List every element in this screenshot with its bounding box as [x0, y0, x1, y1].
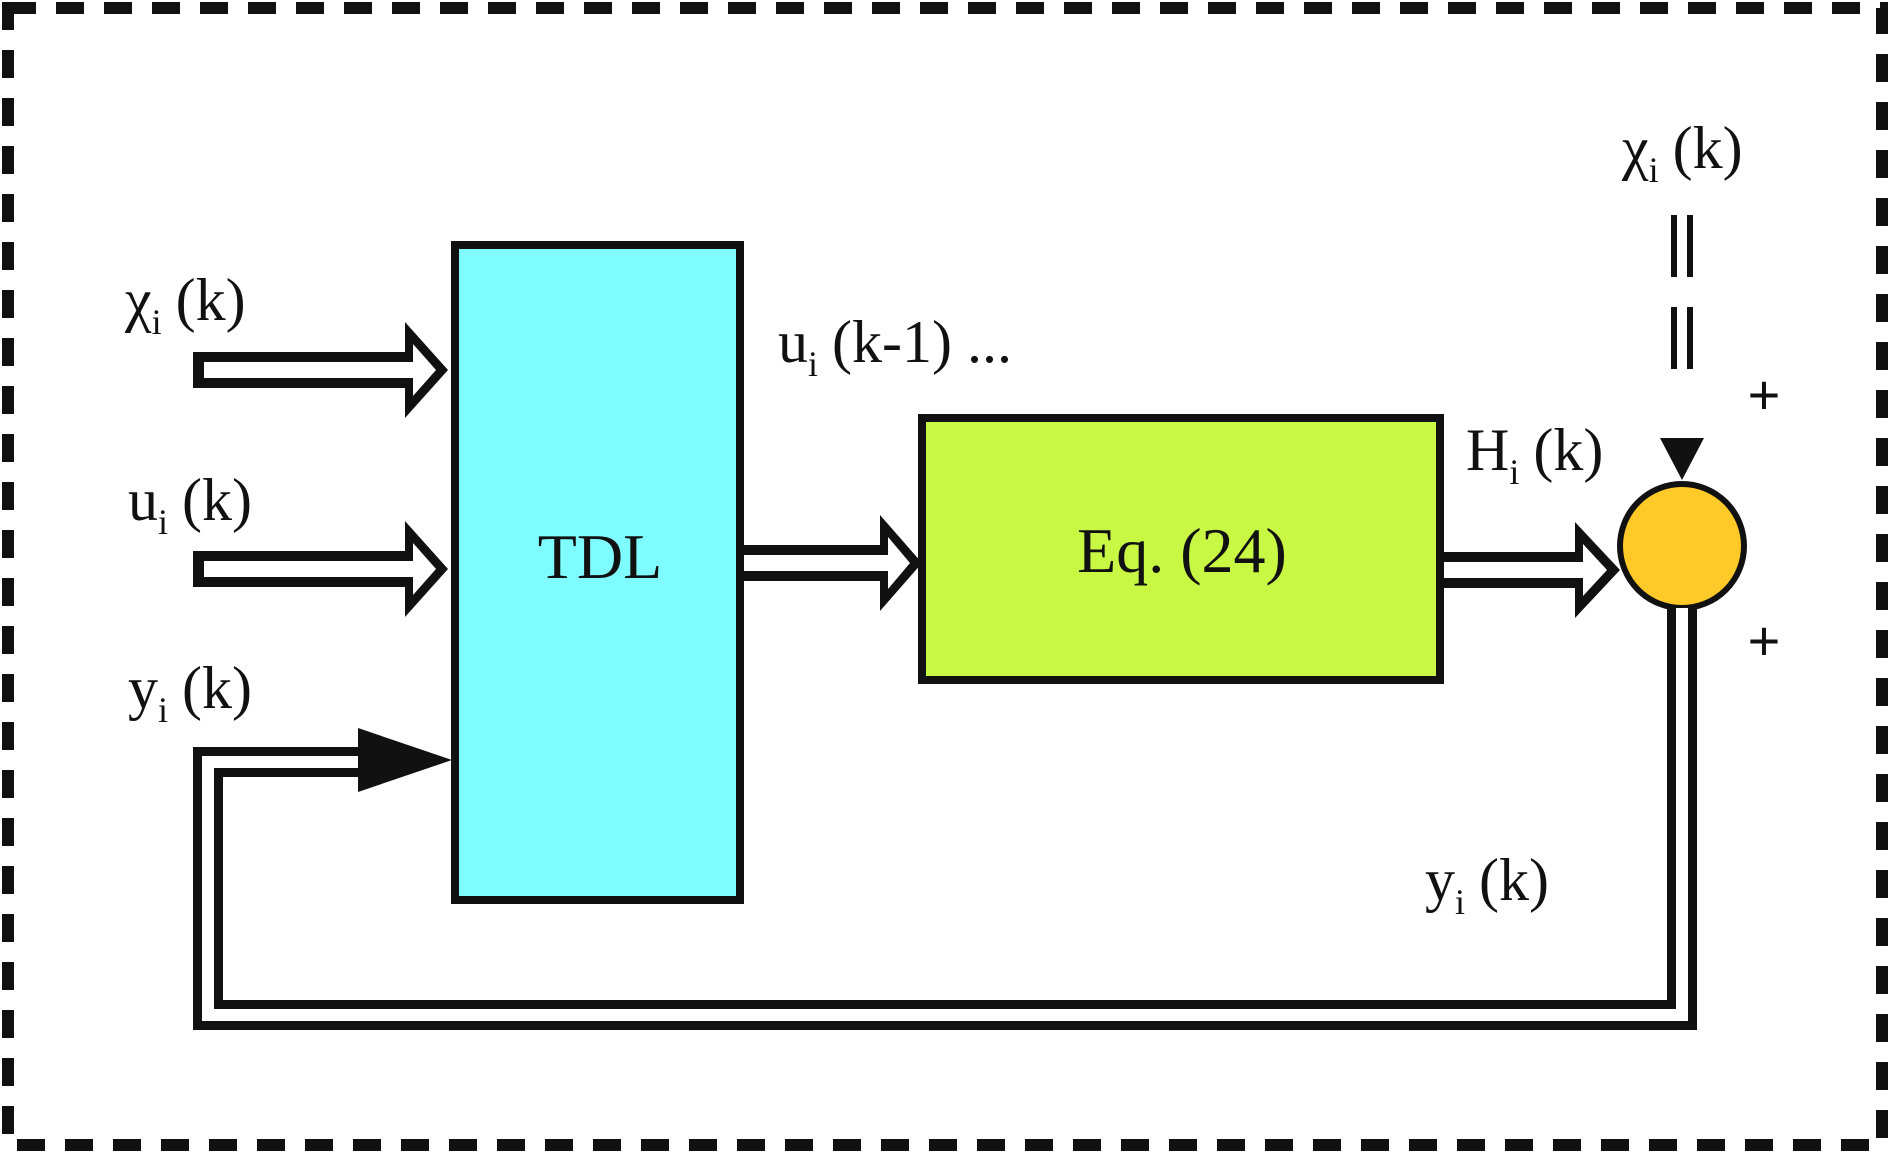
tdl-label: TDL: [538, 521, 662, 592]
label-y-input: yi (k): [128, 655, 252, 730]
label-u-input: ui (k): [128, 467, 252, 542]
plus-sign-top: +: [1748, 363, 1781, 426]
top-input-arrowhead: [1660, 438, 1704, 480]
label-h-output: Hi (k): [1466, 417, 1603, 492]
eq24-label: Eq. (24): [1077, 515, 1287, 586]
label-chi-top: χi (k): [1621, 115, 1743, 190]
arrow-eq-to-sum: [1444, 522, 1620, 618]
tdl-block: [451, 241, 744, 904]
summing-junction: [1617, 481, 1747, 611]
label-chi-input: χi (k): [124, 267, 246, 342]
feedback-arrowhead: [358, 728, 452, 792]
arrow-chi-to-tdl: [193, 322, 448, 418]
arrow-u-to-tdl: [193, 521, 448, 617]
label-u-delayed: ui (k-1) ...: [778, 309, 1012, 384]
arrow-tdl-to-eq: [744, 515, 922, 611]
feedback-line: [193, 608, 1697, 1030]
label-y-output: yi (k): [1425, 847, 1549, 922]
eq24-block: [918, 414, 1444, 684]
top-input-line: [1671, 215, 1693, 398]
plus-sign-bottom: +: [1748, 609, 1781, 672]
